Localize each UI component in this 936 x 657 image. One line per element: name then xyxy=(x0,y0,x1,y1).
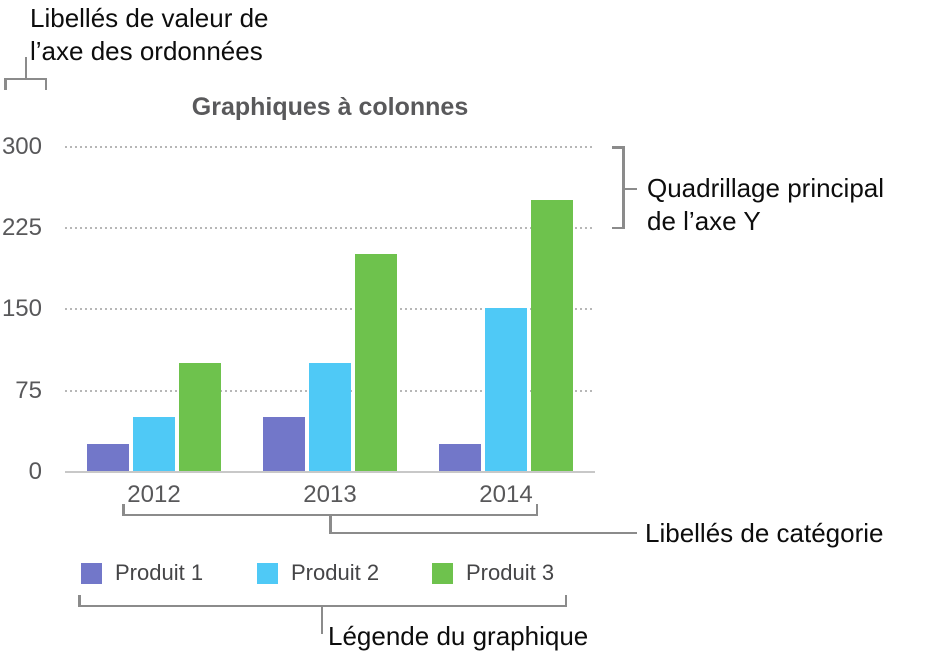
annotation-line-2: de l’axe Y xyxy=(647,206,761,236)
bracket-tick-left xyxy=(122,504,125,516)
legend-item-1: Produit 1 xyxy=(81,560,204,585)
annotation-line-1: Libellés de valeur de xyxy=(30,3,269,33)
bar-produit-3-2012 xyxy=(179,363,221,471)
bar-produit-1-2014 xyxy=(439,444,481,471)
category-label-2013: 2013 xyxy=(303,481,357,508)
legend-swatch-1 xyxy=(81,562,102,584)
legend-swatch-2 xyxy=(257,562,278,584)
bracket-connector xyxy=(329,531,637,534)
annotation-line-2: l’axe des ordonnées xyxy=(30,36,263,66)
annotation-line-1: Quadrillage principal xyxy=(647,173,885,203)
legend-label-2: Produit 2 xyxy=(291,560,380,585)
chart-title: Graphiques à colonnes xyxy=(191,93,469,121)
bar-produit-1-2012 xyxy=(87,444,129,471)
annotation-legend: Légende du graphique xyxy=(328,621,589,651)
bracket-tick-bottom xyxy=(612,226,624,229)
legend-item-2: Produit 2 xyxy=(257,560,380,585)
bracket-pointer xyxy=(622,187,637,190)
y-tick-label-75: 75 xyxy=(15,377,42,404)
y-tick-label-150: 150 xyxy=(1,295,42,322)
bracket-tick-left xyxy=(78,595,81,607)
x-axis-line xyxy=(65,471,595,473)
bracket-bar xyxy=(4,77,47,80)
bracket-tick-right xyxy=(44,77,47,90)
bar-produit-1-2013 xyxy=(263,417,305,471)
annotation-y-gridlines: Quadrillage principal de l’axe Y xyxy=(647,172,884,238)
bracket-stem xyxy=(24,57,27,78)
legend-label-1: Produit 1 xyxy=(115,560,204,585)
bracket-stem xyxy=(329,513,332,534)
gridline-225 xyxy=(65,227,595,229)
bracket-tick-right xyxy=(564,595,567,607)
gridline-300 xyxy=(65,146,595,148)
gridline-150 xyxy=(65,308,595,310)
bar-produit-3-2013 xyxy=(355,254,397,471)
bar-produit-2-2014 xyxy=(485,308,527,471)
bracket-stem xyxy=(320,604,323,634)
category-label-2012: 2012 xyxy=(127,481,181,508)
bar-produit-3-2014 xyxy=(531,200,573,471)
category-label-2014: 2014 xyxy=(479,481,533,508)
legend-item-3: Produit 3 xyxy=(432,560,555,585)
annotation-y-value-labels: Libellés de valeur de l’axe des ordonnée… xyxy=(30,2,269,68)
annotation-category-labels: Libellés de catégorie xyxy=(645,518,884,548)
bar-produit-2-2013 xyxy=(309,363,351,471)
bar-produit-2-2012 xyxy=(133,417,175,471)
y-tick-label-225: 225 xyxy=(1,214,42,241)
bracket-tick-top xyxy=(612,146,624,149)
bracket-tick-right xyxy=(535,504,538,516)
legend-swatch-3 xyxy=(432,562,453,584)
legend-label-3: Produit 3 xyxy=(466,560,555,585)
y-tick-label-0: 0 xyxy=(28,458,42,485)
bracket-tick-left xyxy=(4,77,7,90)
y-tick-label-300: 300 xyxy=(1,133,42,160)
